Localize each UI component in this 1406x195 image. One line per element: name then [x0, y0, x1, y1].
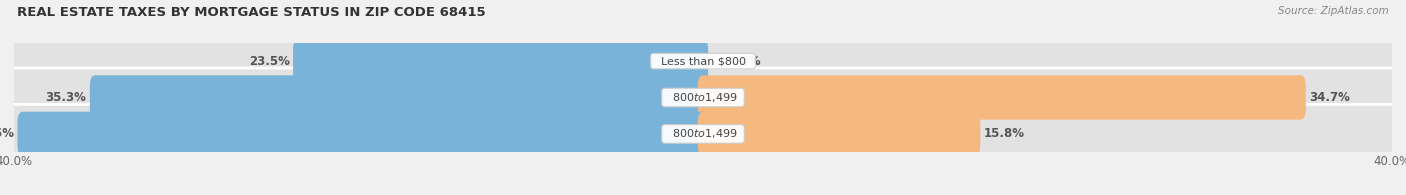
Text: 35.3%: 35.3% — [45, 91, 86, 104]
Text: Less than $800: Less than $800 — [654, 56, 752, 66]
FancyBboxPatch shape — [697, 112, 980, 156]
Text: 15.8%: 15.8% — [984, 127, 1025, 140]
Text: REAL ESTATE TAXES BY MORTGAGE STATUS IN ZIP CODE 68415: REAL ESTATE TAXES BY MORTGAGE STATUS IN … — [17, 6, 485, 19]
Text: $800 to $1,499: $800 to $1,499 — [665, 91, 741, 104]
FancyBboxPatch shape — [697, 75, 1306, 120]
Text: 23.5%: 23.5% — [249, 55, 290, 68]
FancyBboxPatch shape — [6, 104, 1400, 163]
Text: 39.5%: 39.5% — [0, 127, 14, 140]
Text: 0.0%: 0.0% — [728, 55, 762, 68]
FancyBboxPatch shape — [17, 112, 709, 156]
FancyBboxPatch shape — [90, 75, 709, 120]
FancyBboxPatch shape — [292, 39, 709, 83]
Text: $800 to $1,499: $800 to $1,499 — [665, 127, 741, 140]
Text: Source: ZipAtlas.com: Source: ZipAtlas.com — [1278, 6, 1389, 16]
FancyBboxPatch shape — [6, 32, 1400, 91]
FancyBboxPatch shape — [6, 68, 1400, 127]
Text: 34.7%: 34.7% — [1309, 91, 1350, 104]
